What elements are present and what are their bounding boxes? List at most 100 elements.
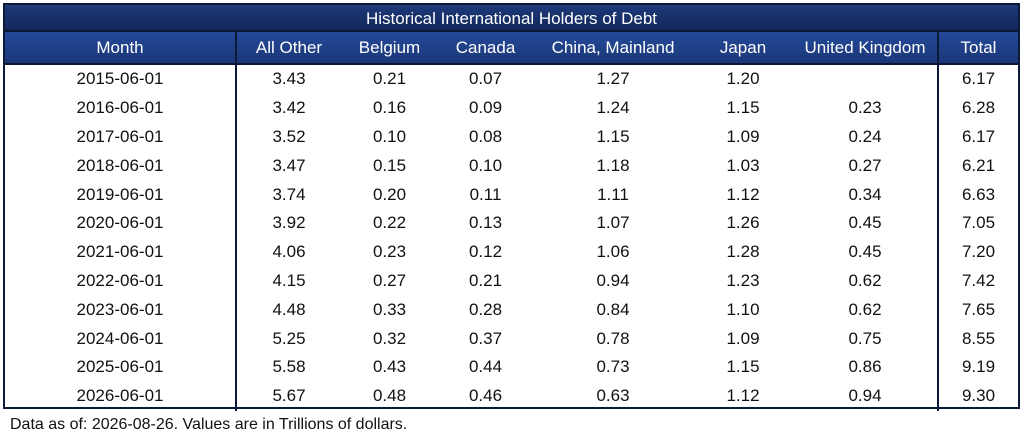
- value-cell: 3.74: [235, 180, 341, 209]
- value-cell: 3.52: [235, 122, 341, 152]
- value-cell: 1.18: [596, 155, 630, 175]
- value-cell: 0.37: [468, 328, 503, 348]
- value-cell: 1.23: [726, 270, 760, 290]
- value-cell: 5.58: [235, 352, 341, 382]
- value-cell: 1.27: [596, 69, 630, 89]
- value-cell: 0.28: [468, 299, 503, 319]
- value-cell: 1.20: [726, 69, 760, 89]
- value-cell: 6.17: [937, 64, 1018, 94]
- value-cell: [793, 64, 938, 94]
- row-month-cell: 2025-06-01: [76, 357, 164, 377]
- value-cell: 0.78: [596, 328, 630, 348]
- value-cell: 7.05: [937, 208, 1018, 238]
- value-cell: 1.07: [596, 213, 630, 233]
- value-cell: 1.12: [726, 386, 760, 406]
- value-cell: 1.24: [596, 98, 630, 118]
- value-cell: 1.15: [726, 357, 760, 377]
- value-cell: 0.34: [848, 184, 882, 204]
- row-month-cell: 2018-06-01: [76, 155, 164, 175]
- column-header: Japan: [693, 32, 793, 65]
- value-cell: 0.32: [372, 328, 407, 348]
- column-header: All Other: [235, 32, 341, 65]
- row-month-cell: 2015-06-01: [76, 69, 164, 89]
- value-cell: 0.13: [468, 213, 503, 233]
- table-row: 2023-06-01 4.48 0.33 0.28 0.84 1.10 0.62 7.65: [5, 295, 1018, 325]
- column-header: Total: [937, 32, 1018, 65]
- column-header: China, Mainland: [533, 32, 693, 65]
- row-month-cell: 2017-06-01: [76, 126, 164, 146]
- table-row: 2019-06-01 3.74 0.20 0.11 1.11 1.12 0.34 6.63: [5, 180, 1018, 209]
- value-cell: 4.15: [235, 266, 341, 296]
- value-cell: 9.19: [937, 352, 1018, 382]
- value-cell: 6.17: [937, 122, 1018, 152]
- column-header: United Kingdom: [793, 32, 938, 65]
- row-month-cell: 2026-06-01: [76, 386, 164, 406]
- value-cell: 0.10: [372, 126, 407, 146]
- value-cell: 0.21: [372, 69, 407, 89]
- value-cell: 7.20: [937, 237, 1018, 267]
- column-header: Month: [5, 32, 236, 65]
- column-header: Belgium: [341, 32, 438, 65]
- value-cell: 1.26: [726, 213, 760, 233]
- row-month-cell: 2022-06-01: [76, 270, 164, 290]
- value-cell: 0.12: [468, 242, 503, 262]
- column-header: Canada: [438, 32, 533, 65]
- value-cell: 0.24: [848, 126, 882, 146]
- value-cell: 1.09: [726, 328, 760, 348]
- value-cell: 0.94: [848, 386, 882, 406]
- value-cell: 7.65: [937, 295, 1018, 325]
- value-cell: 0.23: [848, 98, 882, 118]
- table-row: 2016-06-01 3.42 0.16 0.09 1.24 1.15 0.23 6.28: [5, 93, 1018, 123]
- table-frame: Historical International Holders of Debt…: [3, 3, 1020, 411]
- value-cell: 0.46: [468, 386, 503, 406]
- value-cell: 0.09: [468, 98, 503, 118]
- value-cell: 4.06: [235, 237, 341, 267]
- value-cell: 0.43: [372, 357, 407, 377]
- table-row: 2021-06-01 4.06 0.23 0.12 1.06 1.28 0.45 7.20: [5, 237, 1018, 267]
- value-cell: 3.42: [235, 93, 341, 123]
- value-cell: 3.43: [235, 64, 341, 94]
- value-cell: 0.08: [468, 126, 503, 146]
- table-row: 2015-06-01 3.43 0.21 0.07 1.27 1.20 6.17: [5, 64, 1018, 94]
- value-cell: 0.84: [596, 299, 630, 319]
- value-cell: 0.10: [468, 155, 503, 175]
- value-cell: 0.21: [468, 270, 503, 290]
- value-cell: 0.48: [372, 386, 407, 406]
- value-cell: 1.15: [596, 126, 630, 146]
- value-cell: 1.03: [726, 155, 760, 175]
- row-month-cell: 2021-06-01: [76, 242, 164, 262]
- value-cell: 0.20: [372, 184, 407, 204]
- value-cell: 0.16: [372, 98, 407, 118]
- value-cell: 0.63: [596, 386, 630, 406]
- value-cell: 0.75: [848, 328, 882, 348]
- row-month-cell: 2019-06-01: [76, 184, 164, 204]
- value-cell: 0.27: [848, 155, 882, 175]
- table-title: Historical International Holders of Debt: [5, 5, 1018, 32]
- table-row: 2022-06-01 4.15 0.27 0.21 0.94 1.23 0.62 7.42: [5, 266, 1018, 296]
- value-cell: 0.62: [848, 299, 882, 319]
- header-row: Month All Other Belgium Canada China, Mainla…: [5, 32, 1018, 65]
- value-cell: 1.28: [726, 242, 760, 262]
- value-cell: 0.94: [596, 270, 630, 290]
- value-cell: 8.55: [937, 324, 1018, 353]
- table-row: 2018-06-01 3.47 0.15 0.10 1.18 1.03 0.27 6.21: [5, 151, 1018, 181]
- value-cell: 0.44: [468, 357, 503, 377]
- table-row: 2024-06-01 5.25 0.32 0.37 0.78 1.09 0.75 8.55: [5, 324, 1018, 353]
- value-cell: 5.67: [235, 381, 341, 411]
- value-cell: 0.45: [848, 242, 882, 262]
- value-cell: 7.42: [937, 266, 1018, 296]
- row-month-cell: 2024-06-01: [76, 328, 164, 348]
- value-cell: 1.06: [596, 242, 630, 262]
- value-cell: 0.11: [469, 184, 502, 204]
- value-cell: 0.62: [848, 270, 882, 290]
- value-cell: 1.15: [726, 98, 760, 118]
- row-month-cell: 2023-06-01: [76, 299, 164, 319]
- value-cell: 1.12: [726, 184, 760, 204]
- value-cell: 5.25: [235, 324, 341, 353]
- footnote: Data as of: 2026-08-26. Values are in Tr…: [10, 416, 408, 433]
- value-cell: 6.63: [937, 180, 1018, 209]
- value-cell: 0.23: [372, 242, 407, 262]
- table-row: 2020-06-01 3.92 0.22 0.13 1.07 1.26 0.45 7.05: [5, 208, 1018, 238]
- debt-holders-table: Month All Other Belgium Canada China, Mainla…: [5, 32, 1018, 411]
- value-cell: 1.09: [726, 126, 760, 146]
